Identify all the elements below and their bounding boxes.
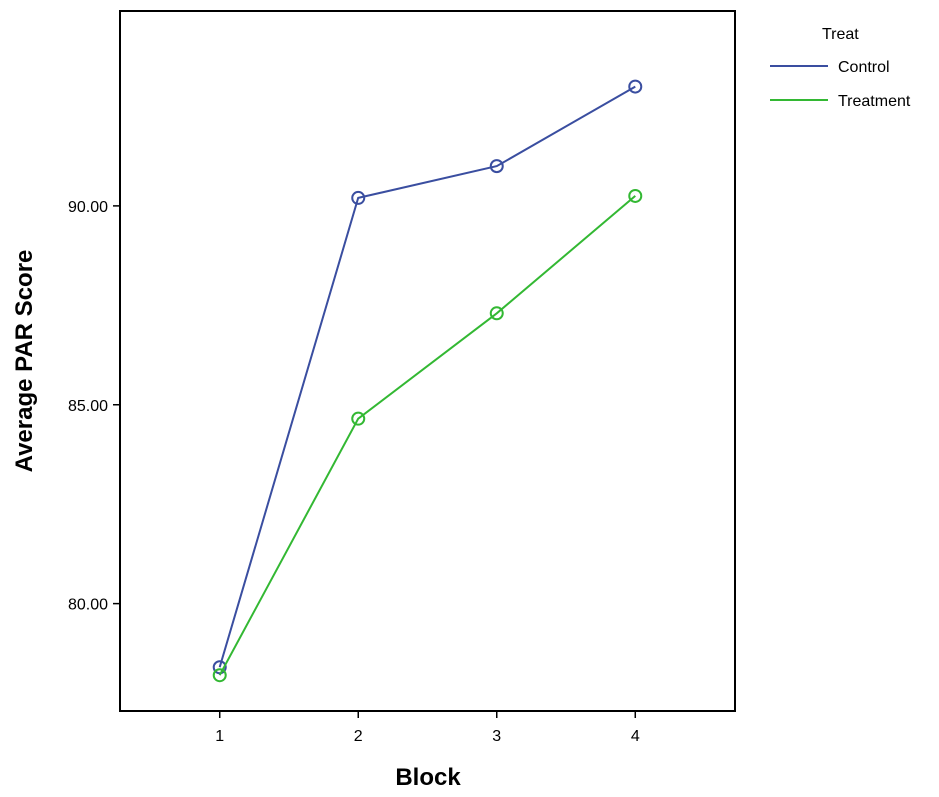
y-tick-label: 90.00 xyxy=(68,199,108,216)
legend-title: Treat xyxy=(822,26,859,43)
x-axis-ticks: 1 2 3 4 xyxy=(215,711,640,745)
x-tick-label: 2 xyxy=(354,728,363,745)
series-layer xyxy=(212,79,643,683)
series-line-control xyxy=(218,85,636,668)
data-point-control xyxy=(351,190,366,205)
y-axis-title: Average PAR Score xyxy=(11,250,38,473)
legend-label-treatment: Treatment xyxy=(838,93,911,110)
y-tick-label: 85.00 xyxy=(68,398,108,415)
data-point-control xyxy=(489,159,504,174)
series-line-treatment xyxy=(218,195,636,676)
x-tick-label: 3 xyxy=(492,728,501,745)
data-point-treatment xyxy=(212,668,227,683)
x-tick-label: 1 xyxy=(215,728,224,745)
data-point-control xyxy=(628,79,643,94)
y-tick-label: 80.00 xyxy=(68,597,108,614)
data-point-treatment xyxy=(351,411,366,426)
data-point-treatment xyxy=(628,188,643,203)
plot-frame xyxy=(119,10,736,712)
x-axis-title: Block xyxy=(395,764,461,791)
legend-label-control: Control xyxy=(838,59,890,76)
data-point-treatment xyxy=(489,306,504,321)
y-axis-ticks: 80.00 85.00 90.00 xyxy=(68,199,120,614)
x-tick-label: 4 xyxy=(631,728,640,745)
legend: Treat Control Treatment xyxy=(770,26,911,110)
